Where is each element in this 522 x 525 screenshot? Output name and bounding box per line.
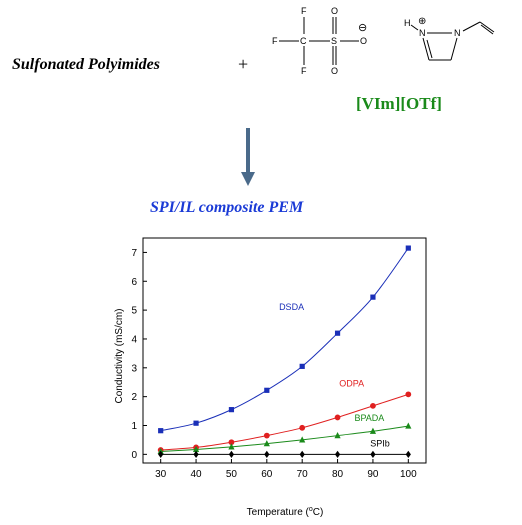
imidazolium-bonds [410, 21, 495, 61]
chart-series: DSDA ODPA BPADA SPIb [157, 245, 412, 458]
atom-f-left: F [272, 36, 278, 46]
series-label-dsda: DSDA [279, 302, 304, 312]
data-point-spib [264, 450, 270, 458]
x-tick-label: 90 [367, 469, 379, 480]
y-tick-label: 1 [131, 421, 137, 432]
charge-minus: ⊖ [358, 22, 367, 34]
data-point-odpa [299, 424, 306, 431]
x-tick-label: 100 [400, 469, 417, 480]
y-tick-label: 6 [131, 277, 137, 288]
data-point-bpada [405, 422, 412, 429]
conductivity-chart: 30 40 50 60 70 80 90 100 0 1 2 3 4 5 6 7 DSDA ODPA BPADA S… [114, 237, 427, 518]
chemical-structures: F F F C S O O O ⊖ H N N ⊕ [272, 6, 495, 76]
series-label-spib: SPIb [370, 438, 390, 448]
atom-h: H [404, 18, 411, 28]
data-point-bpada [334, 431, 341, 439]
data-point-dsda [264, 387, 270, 393]
data-point-odpa [370, 402, 376, 409]
data-point-dsda [405, 245, 411, 251]
x-axis-label-end: C) [313, 507, 324, 518]
charge-plus: ⊕ [418, 16, 426, 27]
data-point-dsda [299, 363, 305, 369]
data-point-bpada [369, 427, 377, 434]
x-axis-label-main: Temperature ( [247, 507, 310, 518]
series-line-bpada [160, 425, 409, 452]
series-line-odpa [160, 393, 409, 451]
plus-sign: + [238, 54, 249, 74]
atom-s: S [331, 36, 337, 46]
data-point-dsda [158, 428, 164, 434]
data-point-bpada [299, 436, 306, 443]
atom-f-bottom: F [301, 66, 307, 76]
data-point-bpada [263, 440, 270, 447]
data-point-spib [228, 450, 235, 458]
atom-o-top: O [331, 6, 338, 16]
x-tick-label: 50 [226, 469, 238, 480]
atom-n1: N [419, 28, 426, 38]
product-label: SPI/IL composite PEM [150, 199, 304, 216]
data-point-dsda [334, 330, 341, 336]
x-tick-label: 30 [155, 469, 167, 480]
atom-o-right: O [360, 36, 367, 46]
data-point-odpa [228, 439, 235, 446]
atom-o-bottom: O [331, 66, 338, 76]
data-point-dsda [228, 407, 235, 413]
y-tick-label: 5 [131, 306, 137, 317]
data-point-bpada [192, 445, 200, 453]
x-tick-label: 40 [191, 469, 203, 480]
chart-axes: 30 40 50 60 70 80 90 100 0 1 2 3 4 5 6 7 [131, 237, 427, 480]
reactant-label: Sulfonated Polyimides [12, 56, 160, 73]
atom-c: C [300, 36, 307, 46]
data-point-spib [334, 450, 341, 458]
data-point-odpa [405, 391, 412, 398]
triflate-bonds [279, 17, 359, 65]
data-point-odpa [263, 432, 270, 439]
data-point-odpa [334, 414, 341, 421]
x-tick-label: 70 [297, 469, 309, 480]
series-label-odpa: ODPA [339, 379, 364, 389]
data-point-spib [299, 450, 305, 458]
y-tick-label: 3 [131, 363, 137, 374]
y-tick-label: 0 [131, 450, 137, 461]
plot-frame [142, 237, 427, 464]
series-line-dsda [160, 247, 409, 432]
x-tick-label: 60 [261, 469, 273, 480]
atom-n2: N [454, 28, 461, 38]
y-tick-label: 7 [131, 248, 137, 259]
series-label-bpada: BPADA [354, 413, 384, 423]
data-point-spib [370, 450, 376, 458]
data-point-bpada [228, 443, 235, 450]
imidazolium-structure: H N N ⊕ [404, 16, 461, 38]
x-tick-label: 80 [332, 469, 344, 480]
data-point-dsda [193, 420, 199, 426]
atom-f-top: F [301, 6, 307, 16]
y-tick-label: 4 [131, 334, 137, 345]
data-point-dsda [370, 294, 376, 300]
y-tick-label: 2 [131, 392, 137, 403]
reaction-arrow-icon [241, 128, 255, 186]
triflate-structure: F F F C S O O O ⊖ [272, 6, 367, 76]
x-axis-label-sup: o [309, 506, 313, 513]
data-point-spib [405, 450, 411, 458]
ionic-liquid-label: [VIm][OTf] [356, 94, 442, 113]
y-axis-label: Conductivity (mS/cm) [114, 308, 125, 403]
x-axis-label: Temperature (oC) [247, 506, 324, 518]
